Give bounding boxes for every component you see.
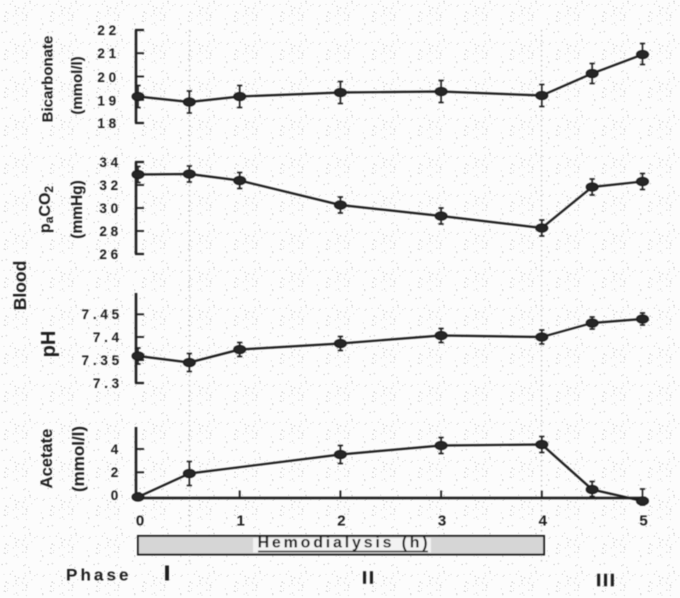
svg-text:(mmHg): (mmHg)	[69, 180, 86, 239]
svg-text:3: 3	[438, 512, 446, 529]
svg-text:18: 18	[97, 116, 120, 131]
svg-text:2: 2	[337, 512, 345, 529]
svg-text:32: 32	[99, 178, 122, 193]
svg-text:7.45: 7.45	[82, 307, 123, 322]
svg-text:20: 20	[97, 70, 120, 85]
svg-text:34: 34	[99, 155, 122, 170]
svg-text:2: 2	[111, 465, 122, 480]
svg-text:(mmol/l): (mmol/l)	[69, 56, 86, 114]
svg-text:19: 19	[97, 93, 120, 108]
svg-text:(mmol/l): (mmol/l)	[69, 426, 88, 492]
svg-text:0: 0	[136, 512, 144, 529]
svg-text:7.35: 7.35	[82, 353, 123, 368]
svg-text:28: 28	[99, 224, 122, 239]
svg-text:Bicarbonate: Bicarbonate	[40, 36, 57, 123]
svg-text:Acetate: Acetate	[38, 429, 56, 489]
svg-text:4: 4	[539, 512, 548, 529]
svg-text:7.3: 7.3	[93, 376, 123, 391]
svg-text:7.4: 7.4	[93, 330, 123, 345]
svg-text:26: 26	[99, 247, 122, 262]
svg-text:4: 4	[111, 442, 122, 457]
svg-text:III: III	[596, 570, 617, 590]
svg-text:paCO2: paCO2	[37, 186, 56, 233]
svg-text:I: I	[164, 563, 170, 585]
svg-text:Blood: Blood	[10, 261, 30, 311]
svg-text:pH: pH	[38, 331, 60, 358]
svg-text:0: 0	[111, 488, 122, 503]
svg-text:30: 30	[99, 201, 122, 216]
svg-text:Phase: Phase	[66, 566, 132, 585]
svg-text:5: 5	[639, 512, 647, 529]
svg-text:1: 1	[237, 512, 245, 529]
svg-text:Hemodialysis (h): Hemodialysis (h)	[258, 535, 431, 552]
svg-text:21: 21	[97, 46, 120, 61]
svg-text:II: II	[362, 568, 376, 588]
svg-text:22: 22	[97, 23, 120, 38]
